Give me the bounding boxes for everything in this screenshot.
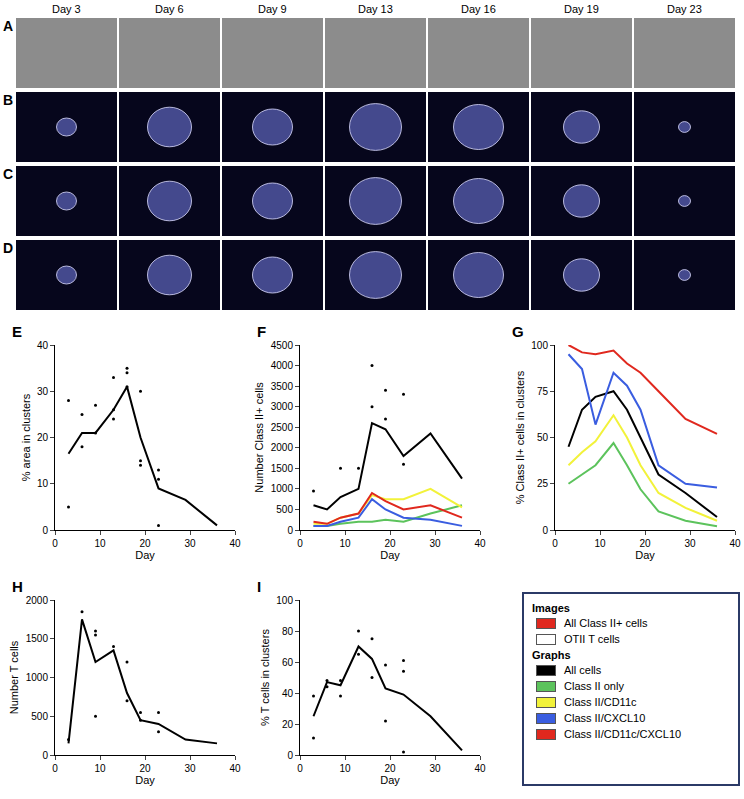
svg-text:Day 6: Day 6 [155, 3, 184, 15]
svg-text:40: 40 [729, 538, 741, 549]
svg-text:40: 40 [282, 688, 294, 699]
svg-text:20: 20 [37, 432, 49, 443]
svg-text:2000: 2000 [271, 442, 294, 453]
svg-text:A: A [3, 18, 13, 34]
html-text:Class II only: Class II only [564, 680, 624, 692]
svg-text:0: 0 [52, 763, 58, 774]
svg-text:25: 25 [537, 478, 549, 489]
html-text:All Class II+ cells: All Class II+ cells [564, 617, 648, 629]
svg-text:C: C [3, 166, 13, 182]
svg-text:10: 10 [339, 538, 351, 549]
svg-text:Day 13: Day 13 [358, 3, 393, 15]
svg-text:30: 30 [684, 538, 696, 549]
svg-text:10: 10 [594, 538, 606, 549]
svg-text:Day: Day [635, 549, 655, 561]
html-text:Class II/CD11c: Class II/CD11c [564, 696, 637, 708]
svg-text:40: 40 [229, 538, 241, 549]
svg-text:10: 10 [94, 763, 106, 774]
svg-text:Day: Day [380, 774, 400, 786]
svg-text:20: 20 [384, 538, 396, 549]
html-text:Images: Images [532, 602, 570, 614]
svg-text:1000: 1000 [26, 672, 49, 683]
svg-text:20: 20 [282, 719, 294, 730]
html-text:Class II/CXCL10: Class II/CXCL10 [564, 712, 646, 724]
svg-text:Day 9: Day 9 [258, 3, 287, 15]
svg-text:% area in clusters: % area in clusters [20, 393, 32, 481]
svg-text:60: 60 [282, 657, 294, 668]
svg-text:30: 30 [429, 763, 441, 774]
svg-text:Day: Day [135, 549, 155, 561]
svg-text:0: 0 [52, 538, 58, 549]
svg-text:10: 10 [94, 538, 106, 549]
svg-text:0: 0 [42, 525, 48, 536]
svg-text:30: 30 [184, 763, 196, 774]
svg-text:40: 40 [474, 538, 486, 549]
html-text:All cells: All cells [564, 664, 602, 676]
svg-text:Day 19: Day 19 [564, 3, 599, 15]
svg-text:H: H [12, 578, 23, 595]
svg-text:B: B [3, 92, 13, 108]
svg-text:2000: 2000 [26, 595, 49, 606]
svg-text:F: F [257, 323, 266, 340]
svg-text:1500: 1500 [26, 633, 49, 644]
svg-text:1000: 1000 [271, 483, 294, 494]
svg-text:100: 100 [276, 595, 293, 606]
svg-text:Day 23: Day 23 [667, 3, 702, 15]
svg-text:40: 40 [37, 340, 49, 351]
svg-text:Day: Day [380, 549, 400, 561]
svg-text:30: 30 [37, 386, 49, 397]
svg-text:G: G [512, 323, 524, 340]
svg-text:500: 500 [31, 711, 48, 722]
svg-text:50: 50 [537, 432, 549, 443]
svg-text:0: 0 [542, 525, 548, 536]
svg-text:10: 10 [339, 763, 351, 774]
svg-text:30: 30 [184, 538, 196, 549]
svg-text:40: 40 [474, 763, 486, 774]
svg-text:0: 0 [287, 525, 293, 536]
html-text:OTII T cells: OTII T cells [564, 633, 620, 645]
svg-text:4500: 4500 [271, 340, 294, 351]
svg-text:0: 0 [552, 538, 558, 549]
svg-text:% T cells in clusters: % T cells in clusters [259, 629, 271, 726]
svg-text:3000: 3000 [271, 401, 294, 412]
svg-text:0: 0 [287, 750, 293, 761]
svg-text:2500: 2500 [271, 422, 294, 433]
svg-text:Number Class II+ cells: Number Class II+ cells [253, 382, 265, 493]
svg-text:0: 0 [42, 750, 48, 761]
svg-text:20: 20 [139, 763, 151, 774]
svg-text:100: 100 [531, 340, 548, 351]
svg-text:20: 20 [639, 538, 651, 549]
svg-text:4000: 4000 [271, 360, 294, 371]
svg-text:Day: Day [135, 774, 155, 786]
html-text:Graphs: Graphs [532, 649, 571, 661]
svg-text:0: 0 [297, 763, 303, 774]
svg-text:40: 40 [229, 763, 241, 774]
svg-text:% Class II+ cells in clusters: % Class II+ cells in clusters [514, 370, 526, 504]
svg-text:Day 3: Day 3 [52, 3, 81, 15]
svg-text:D: D [3, 240, 13, 256]
svg-text:0: 0 [297, 538, 303, 549]
svg-text:500: 500 [276, 504, 293, 515]
svg-text:20: 20 [384, 763, 396, 774]
html-text:Class II/CD11c/CXCL10: Class II/CD11c/CXCL10 [564, 728, 682, 740]
svg-text:80: 80 [282, 626, 294, 637]
svg-text:10: 10 [37, 478, 49, 489]
svg-text:75: 75 [537, 386, 549, 397]
svg-text:3500: 3500 [271, 381, 294, 392]
svg-text:20: 20 [139, 538, 151, 549]
svg-text:1500: 1500 [271, 463, 294, 474]
svg-text:E: E [12, 323, 22, 340]
svg-text:Day 16: Day 16 [461, 3, 496, 15]
svg-text:30: 30 [429, 538, 441, 549]
svg-text:Number T cells: Number T cells [8, 640, 20, 714]
svg-text:I: I [257, 578, 261, 595]
